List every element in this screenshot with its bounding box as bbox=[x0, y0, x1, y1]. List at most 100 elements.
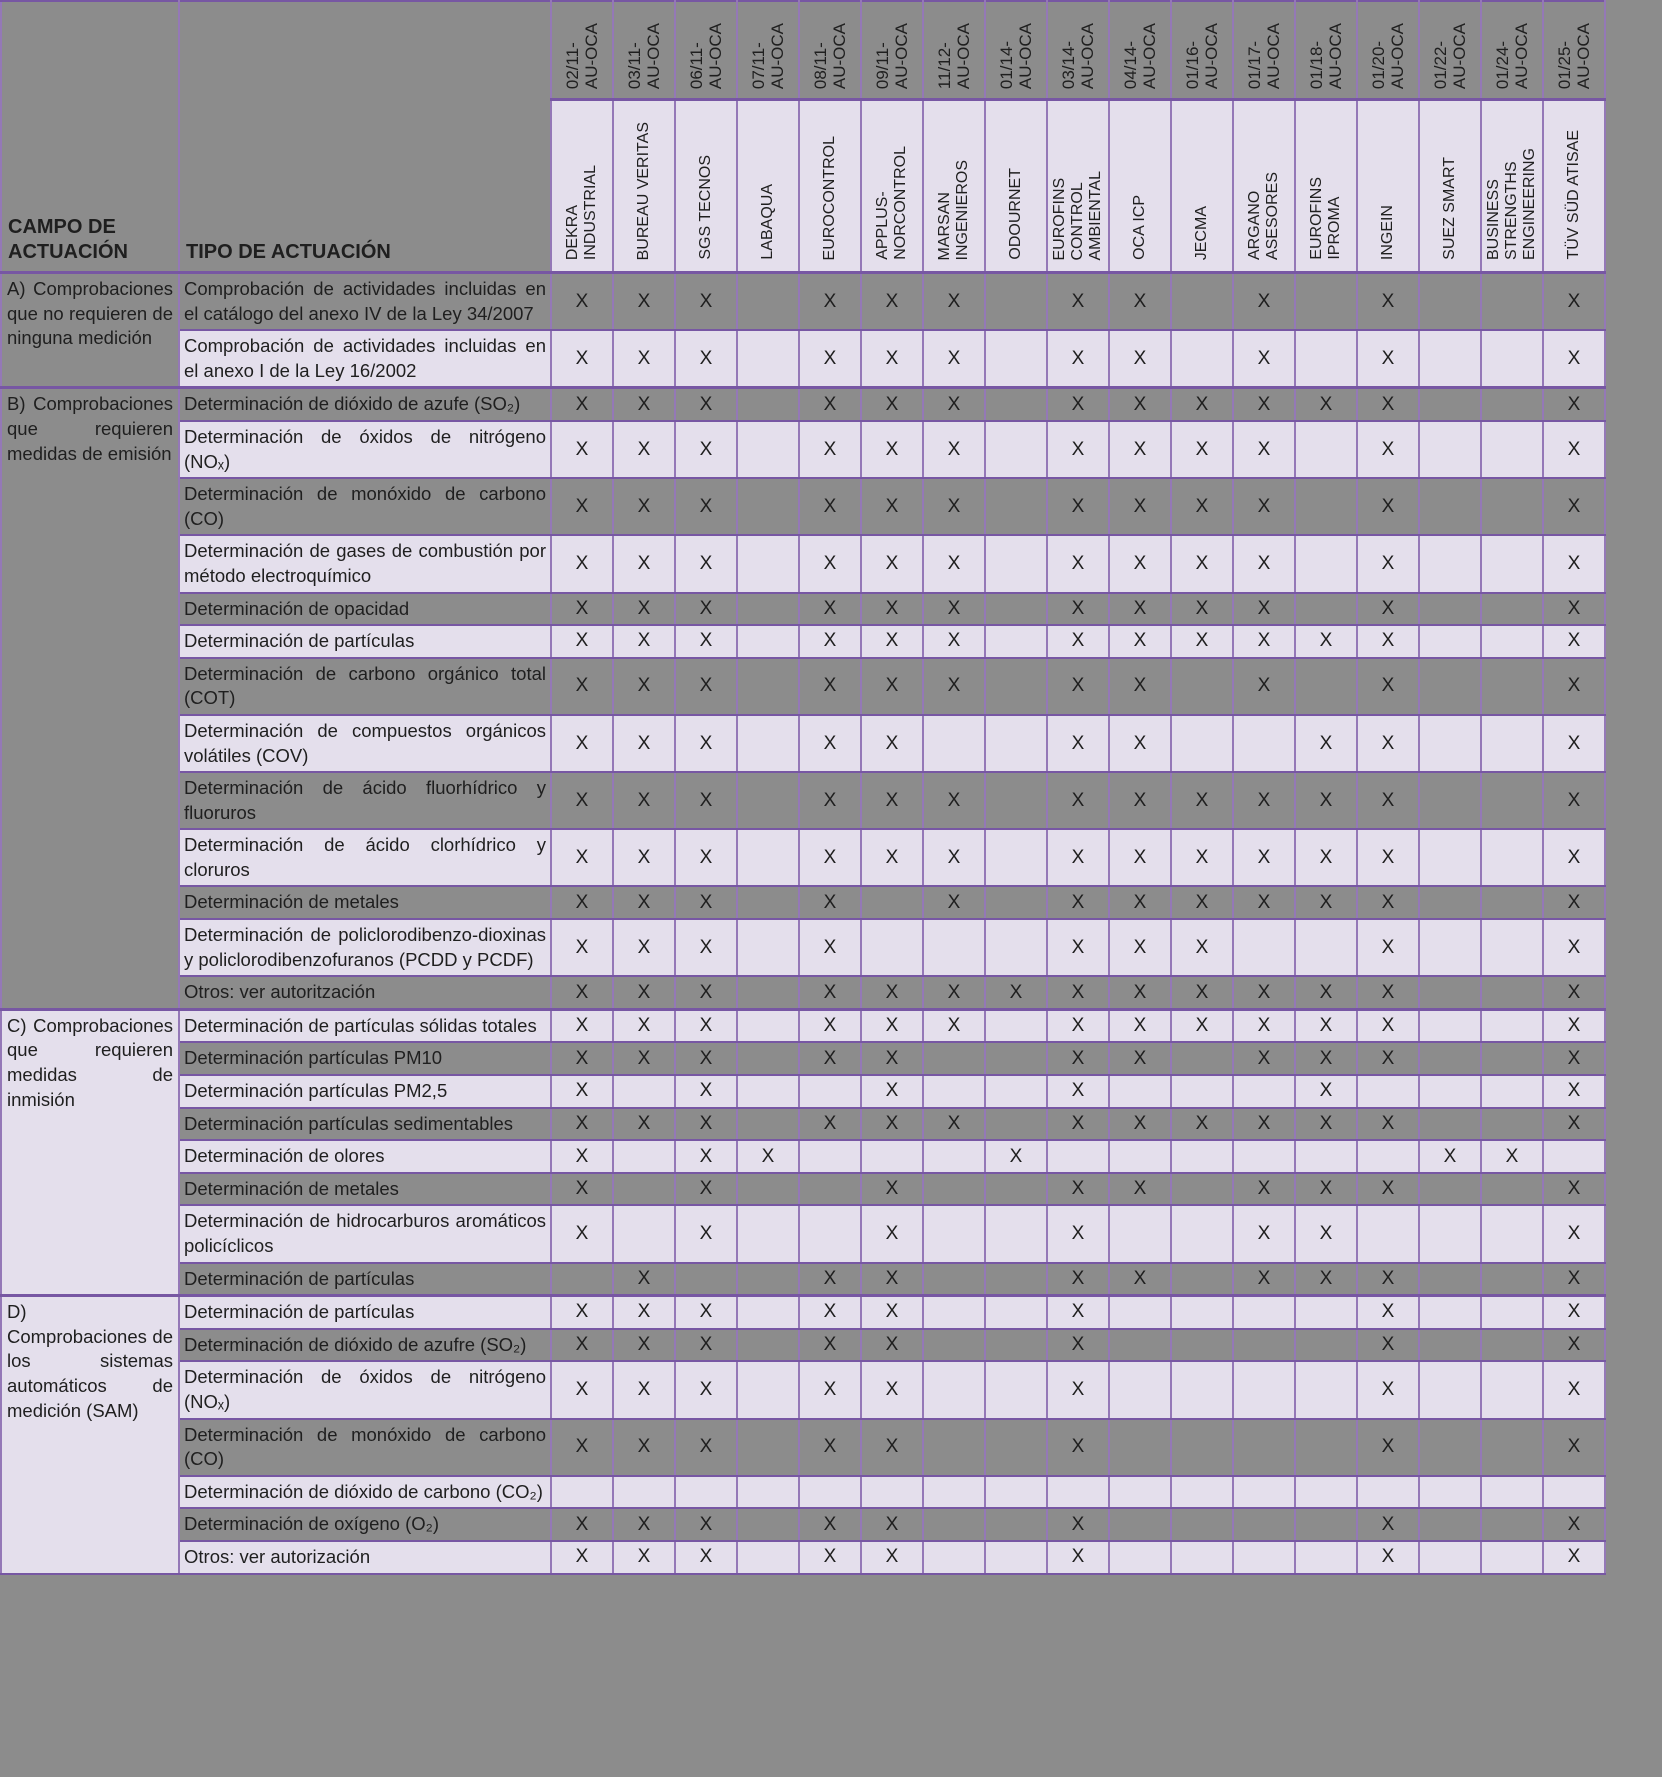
row-label-cell: Determinación de carbono orgánico total … bbox=[178, 656, 552, 716]
mark-cell: X bbox=[860, 1007, 924, 1044]
mark-cell: X bbox=[1232, 885, 1296, 921]
mark-cell: X bbox=[612, 1417, 676, 1477]
mark-cell bbox=[1480, 975, 1544, 1011]
mark-cell: X bbox=[1046, 591, 1110, 627]
mark-cell bbox=[736, 1106, 800, 1142]
mark-cell bbox=[984, 1360, 1048, 1420]
mark-cell: X bbox=[1542, 477, 1606, 537]
mark-cell: X bbox=[798, 386, 862, 422]
mark-cell bbox=[1418, 271, 1482, 332]
column-code-label: 03/11- AU-OCA bbox=[624, 22, 663, 89]
mark-cell: X bbox=[1294, 1041, 1358, 1077]
mark-cell: X bbox=[860, 1204, 924, 1264]
group-cell: D) Comprobaciones de los sistemas automá… bbox=[0, 1294, 180, 1575]
mark-cell: X bbox=[1294, 624, 1358, 659]
mark-cell: X bbox=[612, 271, 676, 332]
mark-cell: X bbox=[1542, 386, 1606, 422]
mark-cell: X bbox=[1542, 1360, 1606, 1420]
mark-cell: X bbox=[1046, 534, 1110, 594]
table-row: Determinación de olores X X X X X X bbox=[1, 1139, 1606, 1174]
mark-cell: X bbox=[1108, 624, 1172, 659]
mark-cell: X bbox=[674, 271, 738, 332]
mark-cell: X bbox=[1356, 656, 1420, 716]
mark-cell: X bbox=[674, 1041, 738, 1077]
mark-cell bbox=[736, 771, 800, 831]
mark-cell bbox=[1480, 1539, 1544, 1575]
mark-cell bbox=[984, 591, 1048, 627]
mark-cell bbox=[1108, 1417, 1172, 1477]
mark-cell bbox=[1418, 975, 1482, 1011]
table-row: Determinación partículas PM2,5 X X X X X X bbox=[1, 1074, 1606, 1109]
mark-cell: X bbox=[1356, 1360, 1420, 1420]
mark-cell: X bbox=[1232, 419, 1296, 480]
mark-cell bbox=[1480, 656, 1544, 716]
mark-cell: X bbox=[550, 771, 614, 831]
mark-cell bbox=[1108, 1539, 1172, 1575]
mark-cell: X bbox=[1046, 1539, 1110, 1575]
mark-cell bbox=[1480, 1417, 1544, 1477]
mark-cell bbox=[1418, 534, 1482, 594]
table-row: Determinación de partículas X X X X X X X X X X X X X bbox=[1, 624, 1606, 659]
mark-cell bbox=[1170, 1171, 1234, 1207]
mark-cell bbox=[1480, 713, 1544, 774]
mark-cell: X bbox=[550, 1507, 614, 1542]
mark-cell: X bbox=[1542, 1327, 1606, 1363]
mark-cell: X bbox=[612, 975, 676, 1011]
mark-cell bbox=[1418, 1007, 1482, 1044]
header-row-companies: DEKRA INDUSTRIAL BUREAU VERITAS SGS TECNOS… bbox=[1, 98, 1606, 274]
mark-cell: X bbox=[798, 1261, 862, 1297]
mark-cell: X bbox=[1108, 329, 1172, 389]
mark-cell bbox=[612, 1171, 676, 1207]
mark-cell: X bbox=[612, 1041, 676, 1077]
mark-cell: X bbox=[1542, 1507, 1606, 1542]
mark-cell bbox=[1356, 1074, 1420, 1109]
mark-cell bbox=[736, 1417, 800, 1477]
mark-cell bbox=[1170, 1507, 1234, 1542]
mark-cell bbox=[922, 1507, 986, 1542]
column-company-label: SGS TECNOS bbox=[697, 155, 715, 260]
mark-cell: X bbox=[1294, 713, 1358, 774]
mark-cell bbox=[922, 1204, 986, 1264]
mark-cell: X bbox=[1294, 1204, 1358, 1264]
mark-cell bbox=[1480, 771, 1544, 831]
mark-cell: X bbox=[550, 1539, 614, 1575]
mark-cell bbox=[922, 713, 986, 774]
mark-cell: X bbox=[860, 1539, 924, 1575]
group-cell: A) Comprobaciones que no requieren de ni… bbox=[0, 270, 180, 389]
mark-cell: X bbox=[798, 1360, 862, 1420]
mark-cell bbox=[1170, 1327, 1234, 1363]
mark-cell bbox=[1418, 1041, 1482, 1077]
mark-cell bbox=[1480, 624, 1544, 659]
column-company-header: OCA ICP bbox=[1108, 98, 1172, 274]
mark-cell bbox=[1108, 1360, 1172, 1420]
mark-cell: X bbox=[1294, 828, 1358, 888]
mark-cell bbox=[612, 1204, 676, 1264]
mark-cell: X bbox=[1046, 975, 1110, 1011]
mark-cell bbox=[984, 656, 1048, 716]
mark-cell bbox=[1480, 329, 1544, 389]
mark-cell: X bbox=[922, 1007, 986, 1044]
mark-cell bbox=[1418, 1074, 1482, 1109]
mark-cell: X bbox=[1046, 1041, 1110, 1077]
mark-cell bbox=[736, 329, 800, 389]
column-code-label: 01/18- AU-OCA bbox=[1306, 22, 1345, 89]
mark-cell: X bbox=[550, 591, 614, 627]
mark-cell: X bbox=[1542, 1007, 1606, 1044]
mark-cell bbox=[984, 624, 1048, 659]
mark-cell: X bbox=[1418, 1139, 1482, 1174]
mark-cell: X bbox=[860, 591, 924, 627]
mark-cell bbox=[984, 1204, 1048, 1264]
mark-cell: X bbox=[674, 1074, 738, 1109]
mark-cell: X bbox=[1232, 271, 1296, 332]
column-company-label: ODOURNET bbox=[1007, 168, 1025, 260]
table-row: Determinación de metales X X X X X X X X X bbox=[1, 1171, 1606, 1207]
column-company-label: DEKRA INDUSTRIAL bbox=[564, 164, 599, 260]
mark-cell bbox=[1480, 271, 1544, 332]
mark-cell: X bbox=[674, 477, 738, 537]
mark-cell: X bbox=[1232, 477, 1296, 537]
mark-cell: X bbox=[550, 656, 614, 716]
mark-cell bbox=[1480, 477, 1544, 537]
column-company-header: ODOURNET bbox=[984, 98, 1048, 274]
table-row: Determinación de policlorodibenzo-dioxin… bbox=[1, 918, 1606, 978]
mark-cell: X bbox=[1294, 975, 1358, 1011]
